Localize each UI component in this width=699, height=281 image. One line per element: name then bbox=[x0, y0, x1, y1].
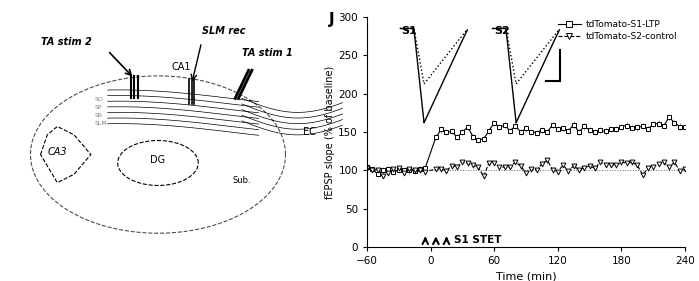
Text: SLM: SLM bbox=[94, 121, 107, 126]
X-axis label: Time (min): Time (min) bbox=[496, 272, 556, 281]
Text: TA stim 2: TA stim 2 bbox=[41, 37, 92, 47]
Text: CA3: CA3 bbox=[48, 147, 67, 157]
Legend: tdTomato-S1-LTP, tdTomato-S2-control: tdTomato-S1-LTP, tdTomato-S2-control bbox=[554, 17, 681, 45]
Text: CA1: CA1 bbox=[172, 62, 192, 72]
Text: J: J bbox=[329, 12, 334, 27]
Text: SR: SR bbox=[94, 113, 102, 118]
Text: TA stim 1: TA stim 1 bbox=[242, 48, 293, 58]
Text: Sub.: Sub. bbox=[233, 176, 251, 185]
Text: SLM rec: SLM rec bbox=[201, 26, 245, 36]
Text: SP: SP bbox=[94, 105, 102, 110]
Text: EC: EC bbox=[303, 127, 315, 137]
Text: SO: SO bbox=[94, 97, 103, 102]
Text: DG: DG bbox=[150, 155, 166, 165]
Y-axis label: fEPSP slope (% of baseline): fEPSP slope (% of baseline) bbox=[326, 65, 336, 199]
Text: S1 STET: S1 STET bbox=[454, 235, 501, 244]
